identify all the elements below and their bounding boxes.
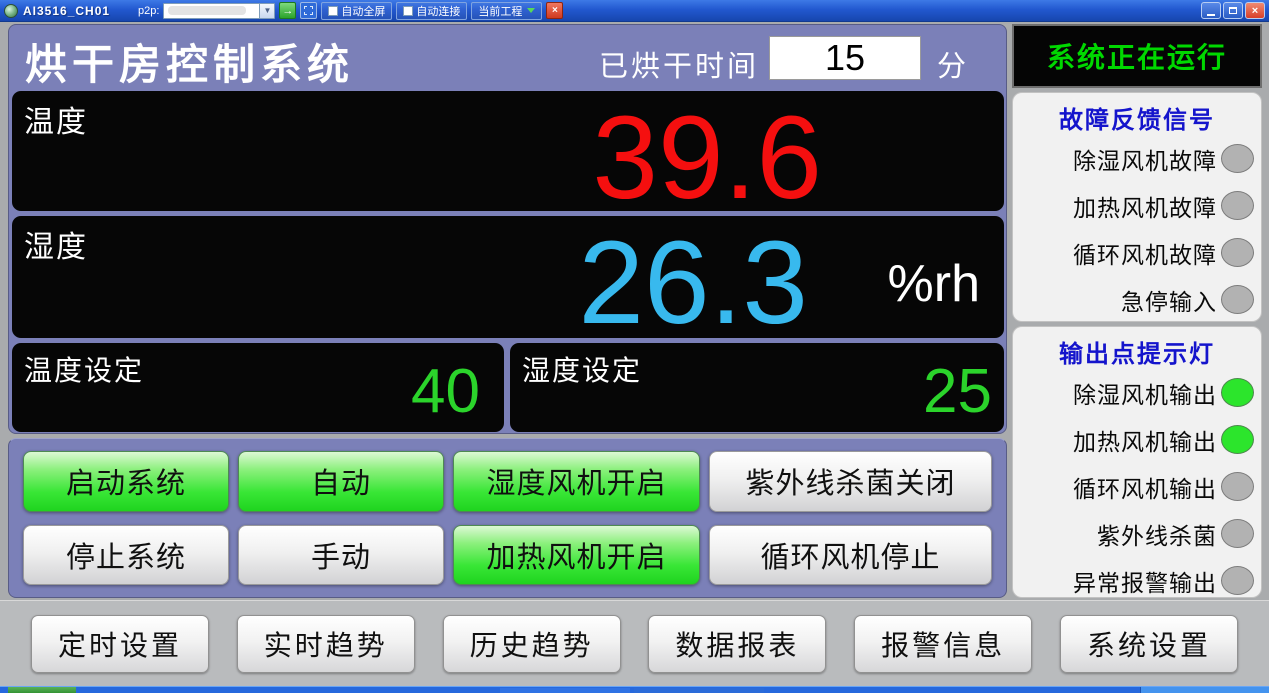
uv-sterilize-lamp [1221,519,1254,548]
heating-fan-output-lamp [1221,425,1254,454]
uv-sterilize-button[interactable]: 紫外线杀菌关闭 [709,451,992,512]
temperature-setpoint-panel: 温度设定 40 [12,343,504,432]
p2p-label: p2p: [138,4,160,17]
current-project-label: 当前工程 [478,5,523,18]
auto-connect-option[interactable]: 自动连接 [396,1,468,20]
fault-row-heating-fan: 加热风机故障 [1013,182,1261,229]
fault-panel-title: 故障反馈信号 [1059,108,1215,134]
app-icon [4,3,18,18]
restore-button[interactable] [1223,2,1243,19]
fullscreen-icon[interactable] [300,2,318,19]
circulation-fan-button[interactable]: 循环风机停止 [709,524,992,585]
humidity-setpoint-panel: 湿度设定 25 [510,343,1004,432]
connect-go-button[interactable]: → [279,2,297,19]
control-button-panel: 启动系统 自动 湿度风机开启 紫外线杀菌关闭 停止系统 手动 加热风机开启 循环… [8,438,1007,598]
taskbar-item[interactable] [634,688,764,693]
output-row-uv: 紫外线杀菌 [1013,510,1261,557]
auto-fullscreen-label: 自动全屏 [341,5,386,18]
output-row-dehumid-fan: 除湿风机输出 [1013,369,1261,416]
page-title: 烘干房控制系统 [25,43,355,89]
humidity-panel: 湿度 26.3 %rh [12,216,1004,342]
auto-mode-button[interactable]: 自动 [238,451,444,512]
fault-row-estop: 急停输入 [1013,276,1261,323]
alarm-info-button[interactable]: 报警信息 [854,614,1033,673]
output-indicator-panel: 输出点提示灯 除湿风机输出 加热风机输出 循环风机输出 紫外线杀菌 异常报警输出 [1012,326,1262,598]
output-label: 循环风机输出 [1073,476,1217,502]
temperature-setpoint-label: 温度设定 [24,356,145,387]
drying-time-input[interactable] [769,36,921,80]
humidity-fan-button[interactable]: 湿度风机开启 [453,451,700,512]
humidity-setpoint-label: 湿度设定 [522,356,643,387]
output-panel-title: 输出点提示灯 [1059,342,1215,368]
dehumid-fan-output-lamp [1221,378,1254,407]
output-label: 异常报警输出 [1073,570,1217,596]
temperature-label: 温度 [24,106,88,139]
titlebar-toolbar: p2p: ▼ → 自动全屏 自动连接 当前工程 × [138,1,564,20]
p2p-value-blurred [168,6,247,15]
humidity-setpoint-value: 25 [923,357,992,426]
auto-connect-checkbox[interactable] [403,5,414,16]
fault-feedback-panel: 故障反馈信号 除湿风机故障 加热风机故障 循环风机故障 急停输入 [1012,92,1262,322]
fault-row-dehumid-fan: 除湿风机故障 [1013,135,1261,182]
output-row-alarm: 异常报警输出 [1013,557,1261,604]
temperature-value: 39.6 [592,92,822,224]
circulation-fan-fault-lamp [1221,238,1254,267]
minimize-button[interactable] [1201,2,1221,19]
output-row-circulation-fan: 循环风机输出 [1013,463,1261,510]
window-titlebar: AI3516_CH01 p2p: ▼ → 自动全屏 自动连接 当前工程 × [0,0,1269,22]
heating-fan-fault-lamp [1221,191,1254,220]
system-status-text: 系统正在运行 [1046,43,1227,74]
main-display-panel: 烘干房控制系统 已烘干时间 分 温度 39.6 湿度 26.3 %rh 温度设定… [8,24,1007,434]
humidity-value: 26.3 [578,217,808,349]
system-status-box: 系统正在运行 [1012,24,1262,88]
timer-settings-button[interactable]: 定时设置 [31,614,209,673]
auto-connect-label: 自动连接 [416,5,461,18]
bottom-navigation-bar: 定时设置 实时趋势 历史趋势 数据报表 报警信息 系统设置 [0,600,1269,686]
alarm-output-lamp [1221,566,1254,595]
system-tray-edge [1140,687,1269,693]
system-settings-button[interactable]: 系统设置 [1059,614,1238,673]
circulation-fan-output-lamp [1221,472,1254,501]
toolbar-close-button[interactable]: × [546,2,564,19]
taskbar-item[interactable] [500,688,630,693]
drying-time-unit: 分 [937,51,967,83]
temperature-panel: 温度 39.6 [12,91,1004,217]
realtime-trend-button[interactable]: 实时趋势 [236,614,415,673]
close-button[interactable]: × [1245,2,1265,19]
current-project-button[interactable]: 当前工程 [471,1,543,20]
combo-dropdown-icon[interactable]: ▼ [259,3,275,18]
auto-fullscreen-checkbox[interactable] [328,5,339,16]
windows-taskbar[interactable] [0,686,1269,693]
data-report-button[interactable]: 数据报表 [648,614,827,673]
window-controls: × [1201,2,1265,19]
start-system-button[interactable]: 启动系统 [23,451,229,512]
fault-label: 加热风机故障 [1073,195,1217,221]
estop-input-lamp [1221,285,1254,314]
history-trend-button[interactable]: 历史趋势 [442,614,621,673]
window-title: AI3516_CH01 [23,3,111,18]
drying-time-label: 已烘干时间 [599,51,760,83]
output-row-heating-fan: 加热风机输出 [1013,416,1261,463]
start-button-edge[interactable] [8,687,76,693]
project-dropdown-icon[interactable] [527,8,536,13]
humidity-unit: %rh [887,255,980,313]
heating-fan-button[interactable]: 加热风机开启 [453,524,700,585]
fault-label: 除湿风机故障 [1073,148,1217,174]
fault-label: 急停输入 [1121,289,1217,315]
output-label: 紫外线杀菌 [1097,523,1217,549]
dehumid-fan-fault-lamp [1221,144,1254,173]
stop-system-button[interactable]: 停止系统 [23,524,229,585]
auto-fullscreen-option[interactable]: 自动全屏 [321,1,393,20]
fault-label: 循环风机故障 [1073,242,1217,268]
output-label: 除湿风机输出 [1073,382,1217,408]
output-label: 加热风机输出 [1073,429,1217,455]
p2p-combobox[interactable]: ▼ [163,2,276,19]
fault-row-circulation-fan: 循环风机故障 [1013,229,1261,276]
temperature-setpoint-value: 40 [411,357,480,426]
manual-mode-button[interactable]: 手动 [238,524,444,585]
humidity-label: 湿度 [24,231,88,264]
